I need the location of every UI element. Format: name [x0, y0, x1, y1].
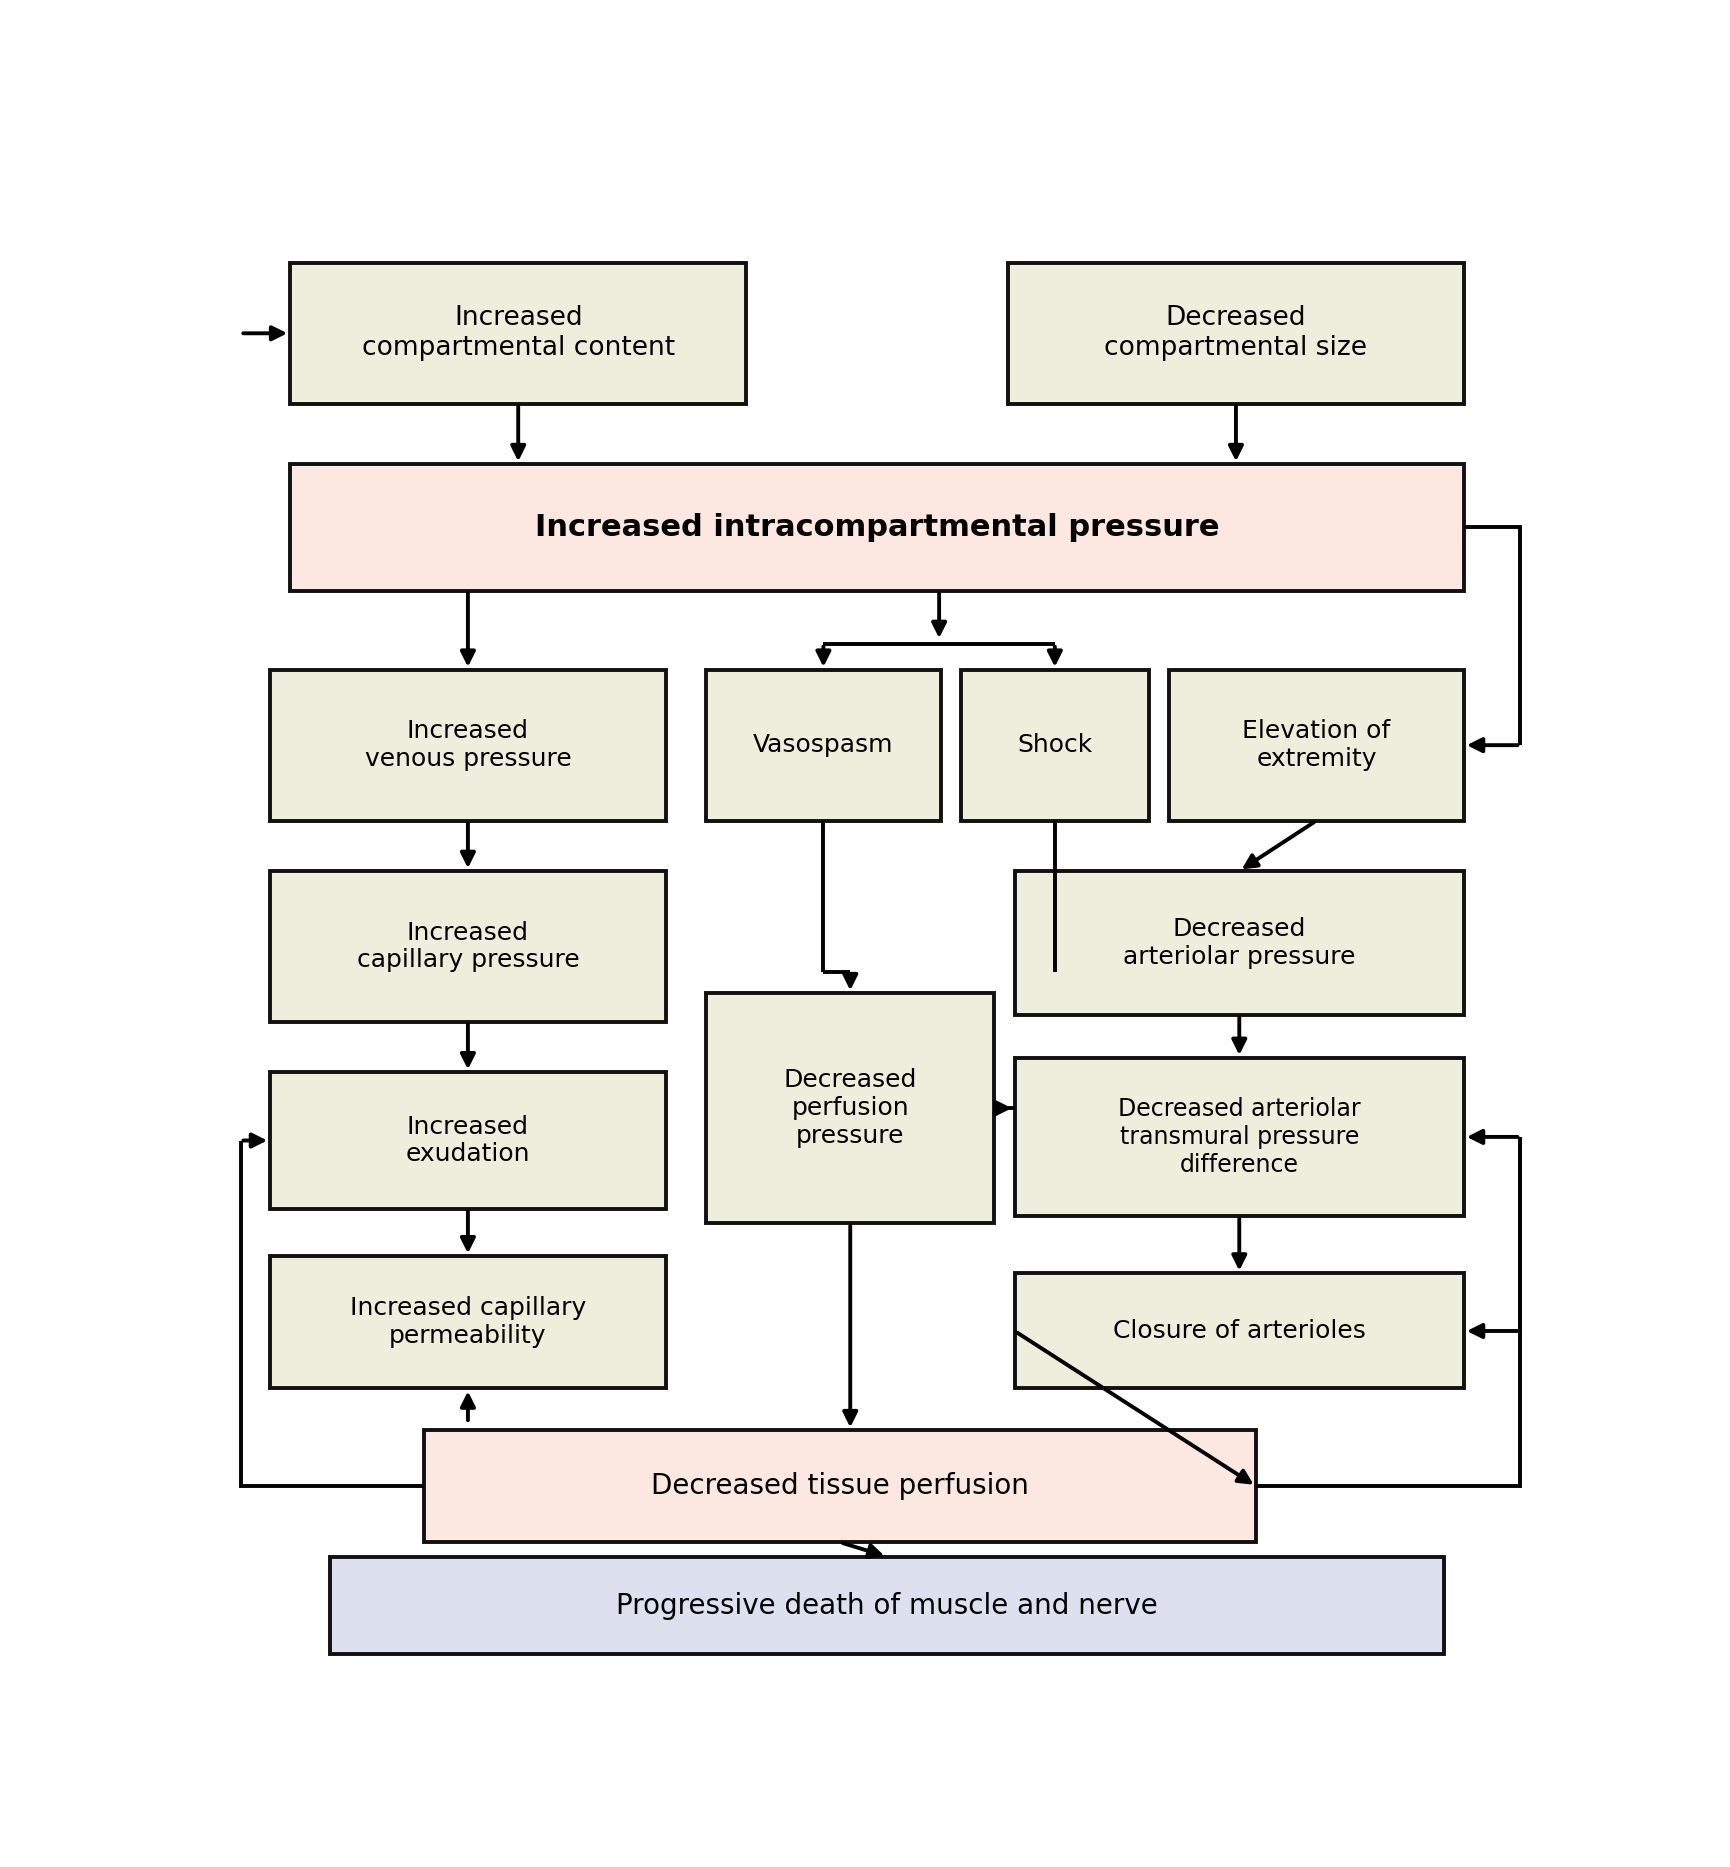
Text: Vasospasm: Vasospasm	[753, 734, 893, 758]
FancyBboxPatch shape	[270, 870, 666, 1021]
FancyBboxPatch shape	[424, 1430, 1256, 1542]
Text: Decreased
arteriolar pressure: Decreased arteriolar pressure	[1123, 917, 1355, 969]
FancyBboxPatch shape	[960, 670, 1149, 821]
Text: Decreased arteriolar
transmural pressure
difference: Decreased arteriolar transmural pressure…	[1118, 1098, 1360, 1176]
Text: Increased
venous pressure: Increased venous pressure	[365, 719, 571, 771]
FancyBboxPatch shape	[1014, 1059, 1464, 1215]
FancyBboxPatch shape	[270, 1072, 666, 1208]
FancyBboxPatch shape	[291, 263, 746, 403]
FancyBboxPatch shape	[1014, 1273, 1464, 1389]
FancyBboxPatch shape	[1007, 263, 1464, 403]
Text: Increased intracompartmental pressure: Increased intracompartmental pressure	[535, 513, 1218, 541]
FancyBboxPatch shape	[706, 993, 993, 1223]
Text: Decreased
perfusion
pressure: Decreased perfusion pressure	[784, 1068, 917, 1148]
Text: Decreased
compartmental size: Decreased compartmental size	[1104, 306, 1367, 362]
FancyBboxPatch shape	[1168, 670, 1464, 821]
FancyBboxPatch shape	[270, 1256, 666, 1389]
Text: Decreased tissue perfusion: Decreased tissue perfusion	[650, 1473, 1029, 1501]
Text: Increased
capillary pressure: Increased capillary pressure	[356, 920, 580, 973]
Text: Increased capillary
permeability: Increased capillary permeability	[349, 1296, 586, 1348]
Text: Closure of arterioles: Closure of arterioles	[1112, 1318, 1365, 1342]
Text: Increased
compartmental content: Increased compartmental content	[362, 306, 675, 362]
Text: Elevation of
extremity: Elevation of extremity	[1242, 719, 1389, 771]
Text: Shock: Shock	[1017, 734, 1092, 758]
FancyBboxPatch shape	[270, 670, 666, 821]
Text: Increased
exudation: Increased exudation	[405, 1115, 529, 1167]
FancyBboxPatch shape	[330, 1557, 1443, 1654]
FancyBboxPatch shape	[706, 670, 941, 821]
FancyBboxPatch shape	[1014, 870, 1464, 1016]
FancyBboxPatch shape	[291, 465, 1464, 590]
Text: Progressive death of muscle and nerve: Progressive death of muscle and nerve	[616, 1591, 1157, 1619]
